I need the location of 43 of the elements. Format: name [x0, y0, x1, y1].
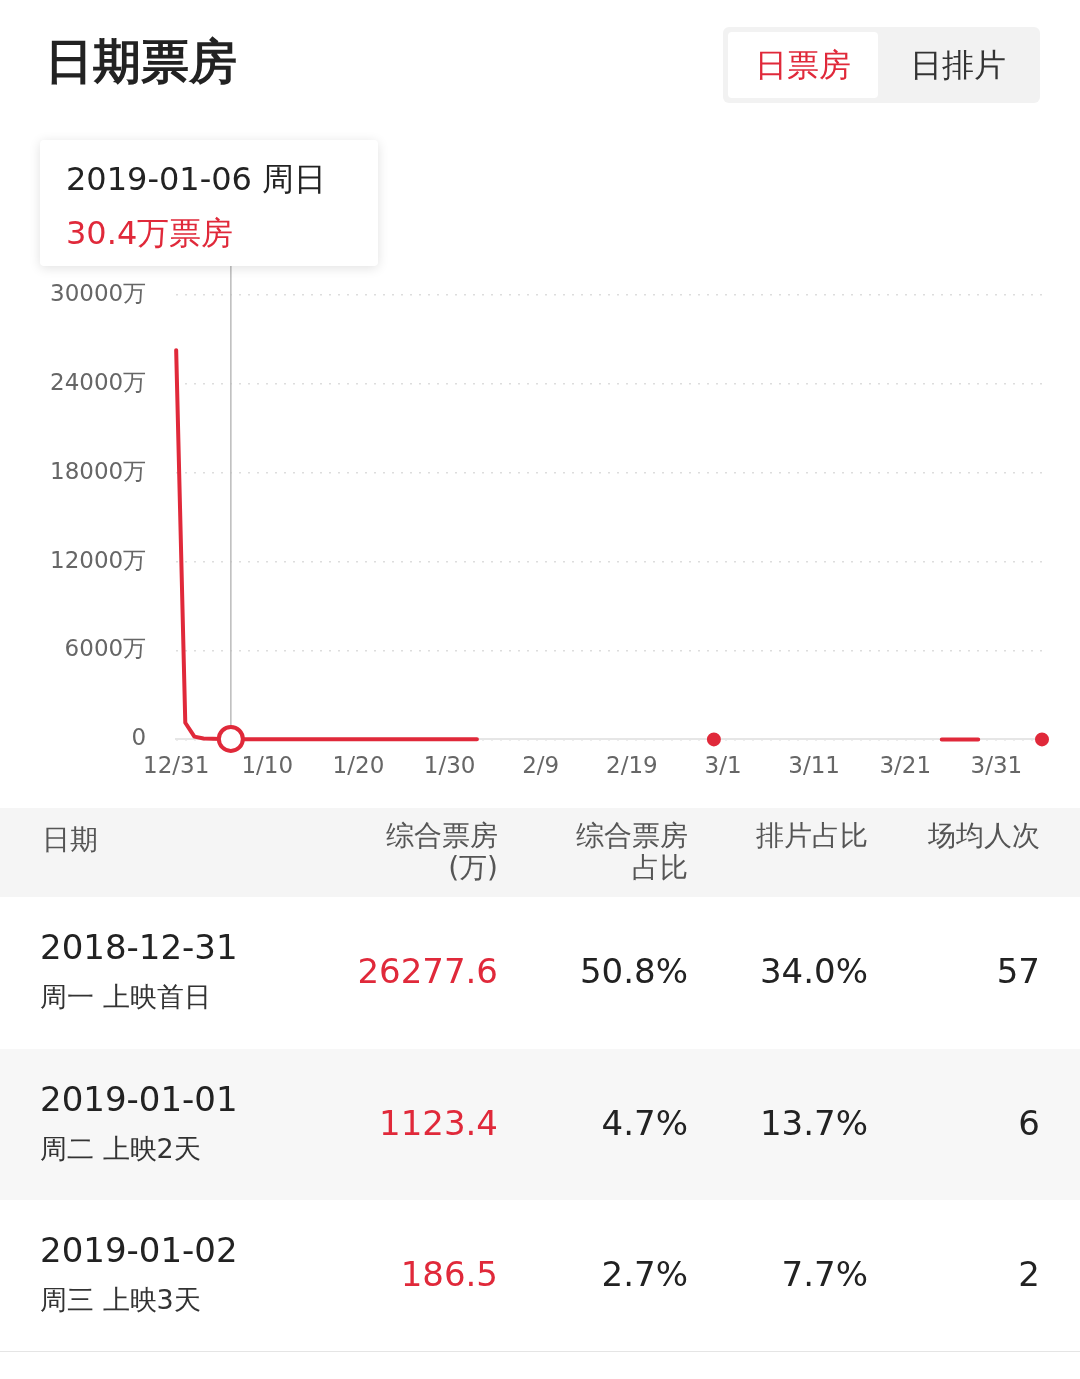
- text: 日排片: [909, 45, 1007, 86]
- text: 日期: [42, 823, 98, 856]
- annotation: 2019-01-06 周日 30.4万票房: [66, 159, 327, 254]
- y-tick-label: 24000万: [49, 368, 147, 395]
- text: 排片占比: [755, 819, 868, 852]
- text: 2.7%: [601, 1254, 688, 1294]
- text: 场均人次: [927, 819, 1040, 852]
- chart-title: 日期票房: [45, 32, 237, 91]
- y-tick-label: 0: [131, 724, 147, 751]
- y-tick-label: 30000万: [49, 279, 147, 306]
- text: 综合票房(万): [385, 819, 498, 884]
- y-tick-label: 12000万: [49, 546, 147, 573]
- x-tick-label: 3/1: [704, 752, 742, 779]
- text: 周一 上映首日: [40, 980, 211, 1014]
- text: 综合票房占比: [575, 819, 688, 884]
- x-tick-label: 2/19: [606, 752, 658, 779]
- x-tick-label: 2/9: [522, 752, 560, 779]
- text: 2: [1018, 1254, 1040, 1294]
- text: 2019-01-01: [40, 1079, 238, 1119]
- text: 34.0%: [759, 951, 868, 991]
- x-tick-label: 3/11: [788, 752, 840, 779]
- x-tick-label: 3/21: [879, 752, 932, 779]
- text: 7.7%: [781, 1254, 868, 1294]
- x-tick-label: 1/20: [332, 752, 385, 779]
- text: 2018-12-31: [40, 927, 238, 967]
- text: 周二 上映2天: [40, 1132, 201, 1166]
- text: 4.7%: [601, 1103, 688, 1143]
- text: 1123.4: [379, 1103, 498, 1143]
- text: 2019-01-02: [40, 1230, 238, 1270]
- text: 6: [1018, 1103, 1040, 1143]
- text: 13.7%: [759, 1103, 868, 1143]
- text: 57: [996, 951, 1040, 991]
- text: 50.8%: [579, 951, 688, 991]
- y-tick-label: 18000万: [49, 457, 147, 484]
- text: 日票房: [728, 32, 878, 98]
- x-tick-label: 12/31: [143, 752, 210, 779]
- x-tick-label: 3/31: [970, 752, 1023, 779]
- text: 周三 上映3天: [40, 1283, 201, 1317]
- text: 186.5: [400, 1254, 498, 1294]
- x-tick-label: 1/30: [423, 752, 476, 779]
- text: 26277.6: [357, 951, 498, 991]
- y-tick-label: 6000万: [64, 635, 147, 662]
- x-tick-label: 1/10: [241, 752, 294, 779]
